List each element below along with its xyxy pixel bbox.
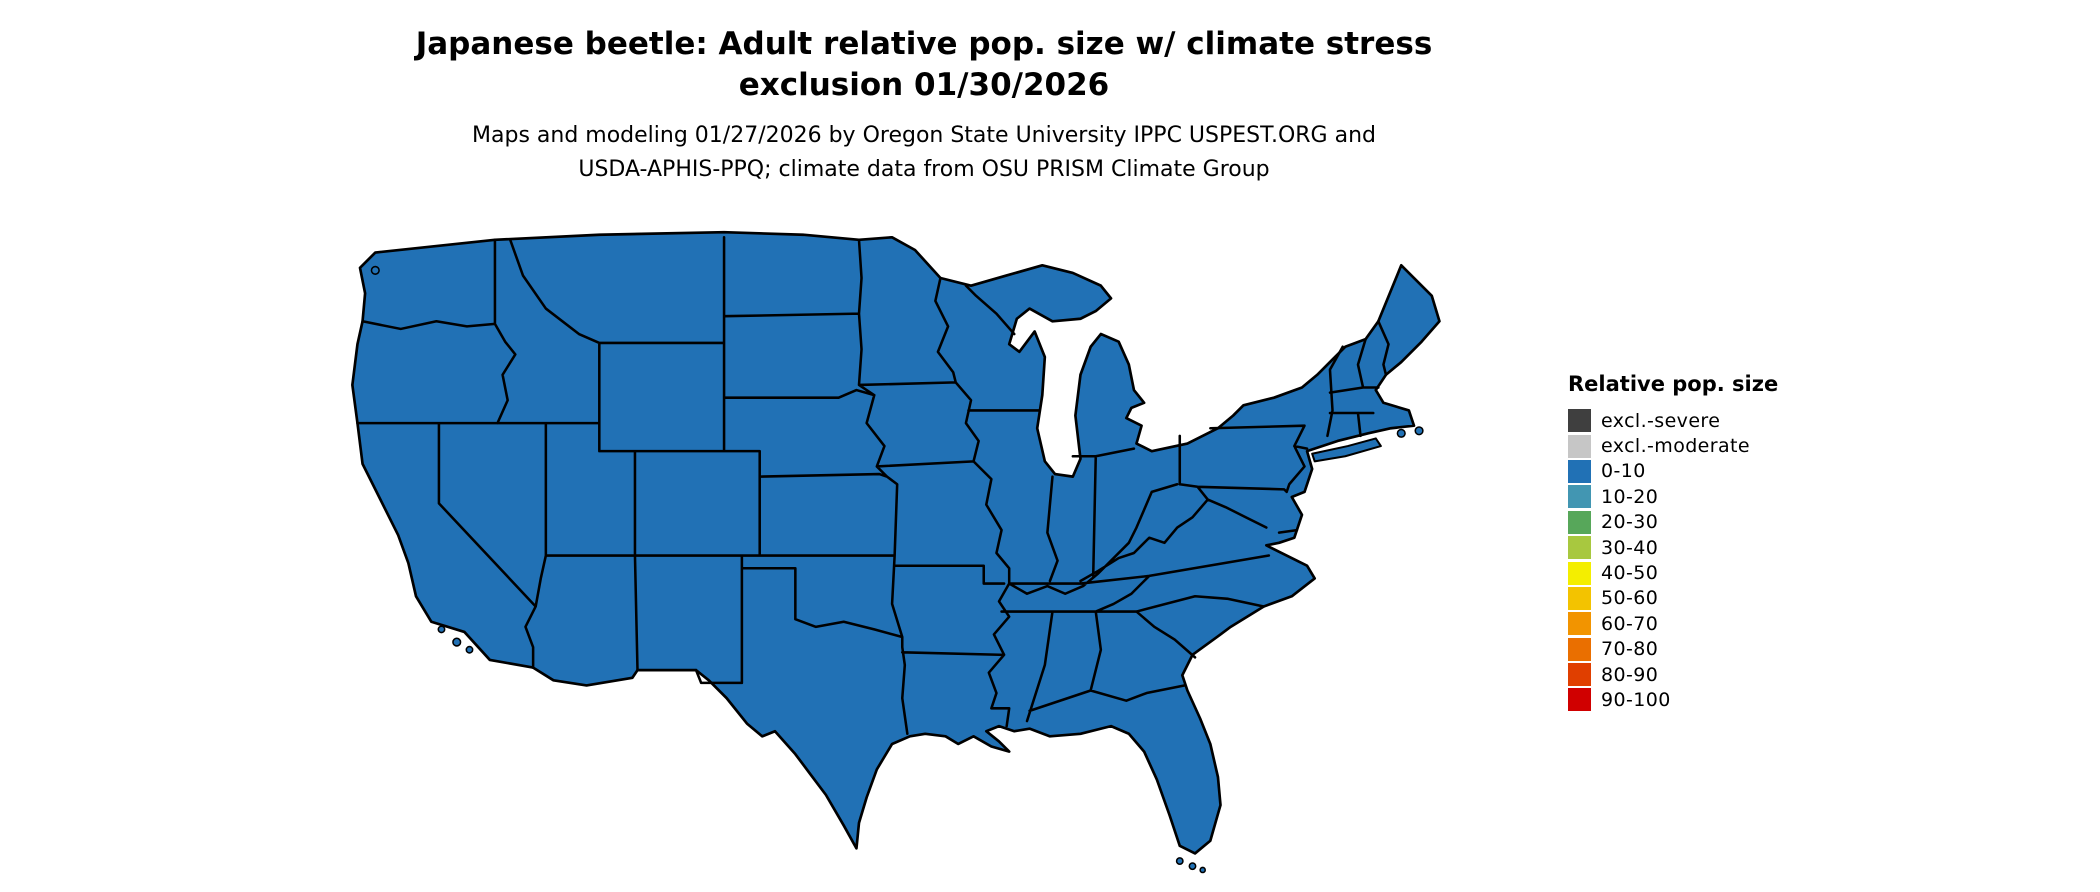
legend-label: 30-40 [1601, 536, 1659, 559]
legend-label: 70-80 [1601, 638, 1659, 661]
state-borders [356, 236, 1390, 736]
legend-item: excl.-moderate [1568, 433, 1828, 458]
legend-title: Relative pop. size [1568, 372, 1779, 396]
legend-swatch [1568, 510, 1591, 534]
island [1414, 426, 1424, 436]
legend-label: excl.-moderate [1601, 435, 1750, 458]
legend-item: 50-60 [1568, 586, 1828, 611]
legend-items: excl.-severe excl.-moderate 0-10 10-20 2… [1568, 408, 1828, 713]
legend-item: 60-70 [1568, 611, 1828, 636]
us-map [351, 230, 1441, 874]
legend-label: 0-10 [1601, 460, 1646, 483]
legend-item: 30-40 [1568, 535, 1828, 560]
legend-label: 40-50 [1601, 562, 1659, 585]
legend-swatch [1568, 485, 1591, 509]
legend-swatch [1568, 434, 1591, 458]
long-island [1311, 437, 1382, 463]
subtitle-line-2: USDA-APHIS-PPQ; climate data from OSU PR… [578, 157, 1270, 182]
island [370, 265, 380, 275]
island [465, 645, 474, 654]
legend-swatch [1568, 561, 1591, 585]
island [1175, 857, 1184, 866]
map-container [304, 222, 1526, 884]
page-title: Japanese beetle: Adult relative pop. siz… [0, 24, 1848, 106]
legend-item: 80-90 [1568, 662, 1828, 687]
legend-label: 60-70 [1601, 612, 1659, 635]
legend-item: 10-20 [1568, 484, 1828, 509]
island [452, 637, 462, 647]
legend-label: excl.-severe [1601, 409, 1721, 432]
legend-label: 90-100 [1601, 688, 1671, 711]
island [437, 625, 446, 634]
legend-item: 20-30 [1568, 510, 1828, 535]
coastal-islands [370, 265, 1424, 874]
legend-swatch [1568, 409, 1591, 433]
island [1396, 428, 1406, 438]
legend-item: 90-100 [1568, 687, 1828, 712]
page-subtitle: Maps and modeling 01/27/2026 by Oregon S… [0, 119, 1848, 187]
legend-label: 80-90 [1601, 663, 1659, 686]
legend-swatch [1568, 586, 1591, 610]
legend-item: excl.-severe [1568, 408, 1828, 433]
legend-swatch [1568, 536, 1591, 560]
legend-item: 0-10 [1568, 459, 1828, 484]
legend-item: 70-80 [1568, 637, 1828, 662]
legend-item: 40-50 [1568, 560, 1828, 585]
subtitle-line-1: Maps and modeling 01/27/2026 by Oregon S… [472, 123, 1376, 148]
legend-label: 50-60 [1601, 587, 1659, 610]
island [1188, 862, 1197, 871]
title-line-2: exclusion 01/30/2026 [738, 67, 1110, 103]
legend-swatch [1568, 459, 1591, 483]
legend-label: 10-20 [1601, 485, 1659, 508]
island [1199, 866, 1206, 874]
legend-label: 20-30 [1601, 511, 1659, 534]
legend-swatch [1568, 637, 1591, 661]
legend-swatch [1568, 663, 1591, 687]
title-line-1: Japanese beetle: Adult relative pop. siz… [415, 26, 1433, 62]
legend-swatch [1568, 688, 1591, 712]
legend: Relative pop. size excl.-severe excl.-mo… [1568, 372, 1828, 713]
legend-swatch [1568, 612, 1591, 636]
